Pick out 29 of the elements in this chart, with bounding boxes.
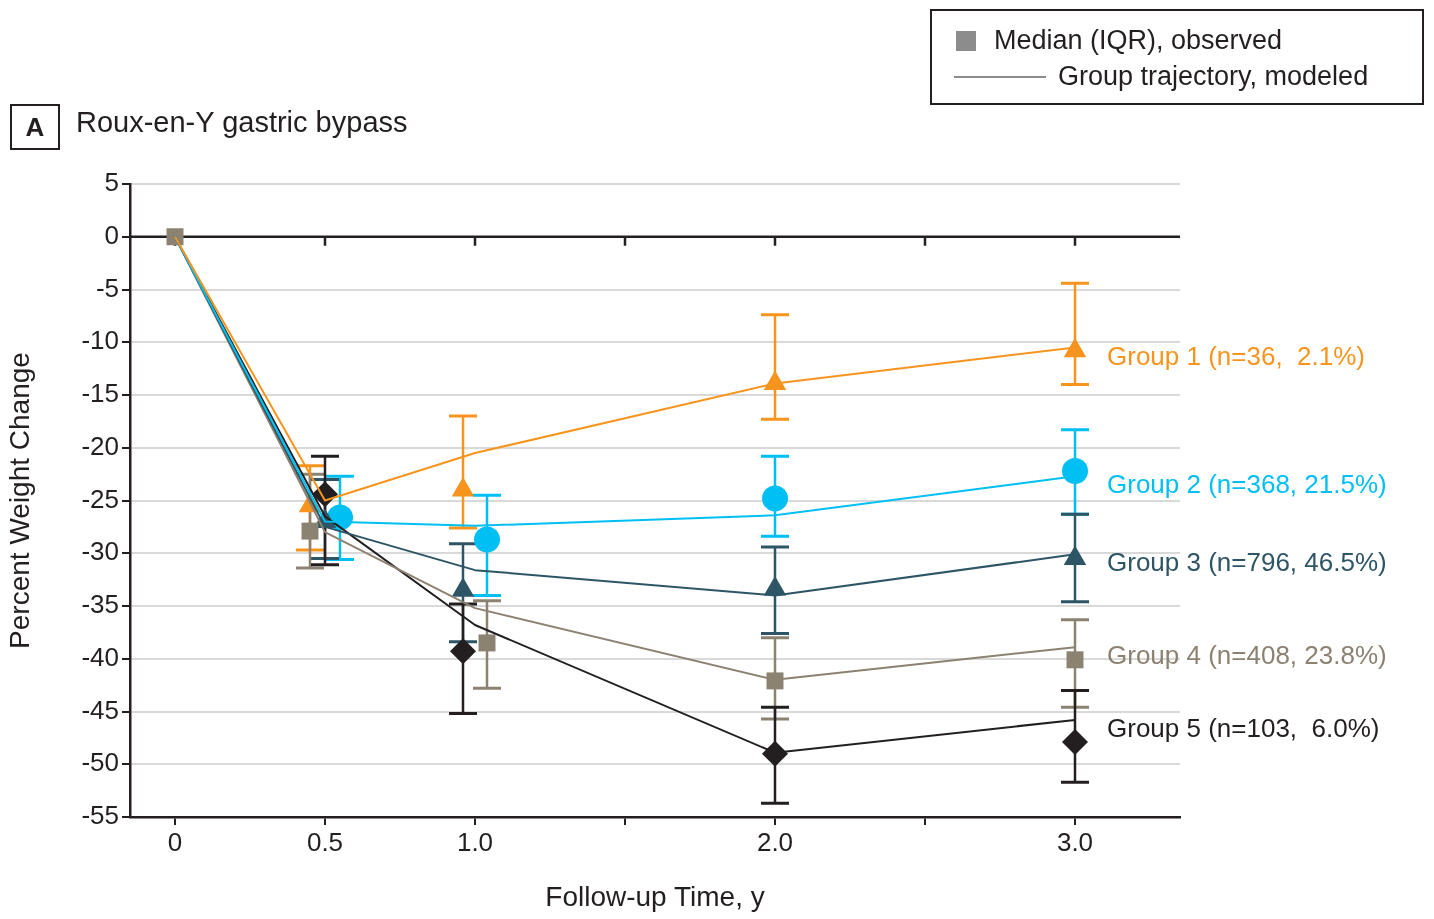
x-tick-label: 3.0 bbox=[1056, 826, 1094, 857]
y-tick-label: -30 bbox=[81, 536, 119, 567]
y-tick-label: -35 bbox=[81, 589, 119, 620]
x-axis-title: Follow-up Time, y bbox=[545, 880, 765, 912]
y-tick-label: -40 bbox=[81, 641, 119, 672]
series-label: Group 2 (n=368, 21.5%) bbox=[1107, 469, 1387, 500]
y-tick-label: -15 bbox=[81, 378, 119, 409]
y-axis-title: Percent Weight Change bbox=[3, 352, 35, 649]
x-tick-label: 2.0 bbox=[756, 826, 794, 857]
x-tick-label: 1.0 bbox=[456, 826, 494, 857]
text: A bbox=[10, 104, 60, 150]
text: Group trajectory, modeled bbox=[1058, 61, 1369, 92]
chart-title: Roux-en-Y gastric bypass bbox=[76, 106, 408, 139]
series-label: Group 3 (n=796, 46.5%) bbox=[1107, 547, 1387, 578]
y-tick-label: -25 bbox=[81, 483, 119, 514]
y-tick-label: -50 bbox=[81, 747, 119, 778]
series-label: Group 5 (n=103, 6.0%) bbox=[1107, 713, 1380, 744]
y-tick-label: -45 bbox=[81, 694, 119, 725]
y-tick-label: -10 bbox=[81, 325, 119, 356]
y-tick-label: -5 bbox=[95, 272, 119, 303]
x-tick-label: 0 bbox=[167, 826, 183, 857]
y-tick-label: 0 bbox=[104, 219, 119, 250]
x-tick-label: 0.5 bbox=[306, 826, 344, 857]
series-label: Group 1 (n=36, 2.1%) bbox=[1107, 340, 1365, 371]
series-label: Group 4 (n=408, 23.8%) bbox=[1107, 640, 1387, 671]
text: Median (IQR), observed bbox=[994, 25, 1283, 56]
y-tick-label: -55 bbox=[81, 800, 119, 831]
y-tick-label: 5 bbox=[104, 167, 119, 198]
y-tick-label: -20 bbox=[81, 430, 119, 461]
